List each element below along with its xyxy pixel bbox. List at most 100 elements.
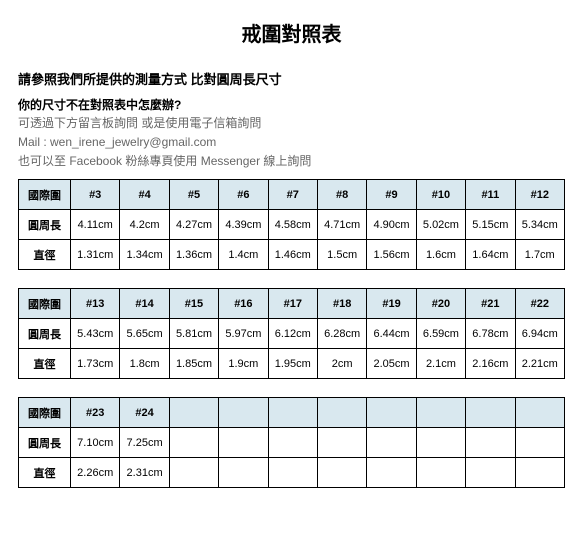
cell: 1.34cm [120, 240, 169, 270]
cell: #21 [466, 289, 515, 319]
cell: #19 [367, 289, 416, 319]
size-table-2: 國際圍#23#24圓周長7.10cm7.25cm直徑2.26cm2.31cm [18, 397, 565, 488]
row-header: 直徑 [19, 240, 71, 270]
table-row: 直徑2.26cm2.31cm [19, 458, 565, 488]
cell [367, 398, 416, 428]
table-row: 直徑1.31cm1.34cm1.36cm1.4cm1.46cm1.5cm1.56… [19, 240, 565, 270]
cell: #16 [219, 289, 268, 319]
cell: 1.56cm [367, 240, 416, 270]
cell [466, 458, 515, 488]
cell: #23 [71, 398, 120, 428]
cell: #18 [317, 289, 366, 319]
cell [317, 458, 366, 488]
cell: 6.12cm [268, 319, 317, 349]
table-row: 國際圍#3#4#5#6#7#8#9#10#11#12 [19, 180, 565, 210]
cell: 1.95cm [268, 349, 317, 379]
table-row: 國際圍#23#24 [19, 398, 565, 428]
cell: #20 [416, 289, 465, 319]
cell: 6.44cm [367, 319, 416, 349]
cell: 7.25cm [120, 428, 169, 458]
cell: 1.73cm [71, 349, 120, 379]
cell [416, 428, 465, 458]
cell: 4.2cm [120, 210, 169, 240]
cell: 1.6cm [416, 240, 465, 270]
row-header: 圓周長 [19, 428, 71, 458]
cell: #14 [120, 289, 169, 319]
cell: 2.1cm [416, 349, 465, 379]
cell: 4.90cm [367, 210, 416, 240]
cell: #17 [268, 289, 317, 319]
cell: #13 [71, 289, 120, 319]
cell: #10 [416, 180, 465, 210]
row-header: 國際圍 [19, 289, 71, 319]
table-row: 直徑1.73cm1.8cm1.85cm1.9cm1.95cm2cm2.05cm2… [19, 349, 565, 379]
cell: #5 [169, 180, 218, 210]
cell: 5.43cm [71, 319, 120, 349]
cell: 1.9cm [219, 349, 268, 379]
cell: 2.05cm [367, 349, 416, 379]
instruction-text: 請參照我們所提供的測量方式 比對圓周長尺寸 [18, 69, 565, 88]
cell: #8 [317, 180, 366, 210]
cell [515, 458, 564, 488]
cell: 6.94cm [515, 319, 564, 349]
cell [317, 428, 366, 458]
note-line-0: 可透過下方留言板詢問 或是使用電子信箱詢問 [18, 115, 565, 132]
cell: #4 [120, 180, 169, 210]
cell: 1.64cm [466, 240, 515, 270]
cell: 2.26cm [71, 458, 120, 488]
row-header: 直徑 [19, 349, 71, 379]
cell: 2.31cm [120, 458, 169, 488]
cell [219, 458, 268, 488]
cell [268, 428, 317, 458]
cell: 4.27cm [169, 210, 218, 240]
cell: 6.28cm [317, 319, 366, 349]
cell: #24 [120, 398, 169, 428]
cell: 6.78cm [466, 319, 515, 349]
cell: #7 [268, 180, 317, 210]
cell: 1.46cm [268, 240, 317, 270]
cell: 1.85cm [169, 349, 218, 379]
cell [219, 428, 268, 458]
table-row: 國際圍#13#14#15#16#17#18#19#20#21#22 [19, 289, 565, 319]
cell [416, 398, 465, 428]
table-row: 圓周長5.43cm5.65cm5.81cm5.97cm6.12cm6.28cm6… [19, 319, 565, 349]
question-text: 你的尺寸不在對照表中怎麼辦? [18, 96, 565, 113]
cell [268, 398, 317, 428]
cell [466, 428, 515, 458]
cell: 1.5cm [317, 240, 366, 270]
row-header: 直徑 [19, 458, 71, 488]
cell: #11 [466, 180, 515, 210]
table-row: 圓周長4.11cm4.2cm4.27cm4.39cm4.58cm4.71cm4.… [19, 210, 565, 240]
cell: #12 [515, 180, 564, 210]
cell [169, 428, 218, 458]
note-line-2: 也可以至 Facebook 粉絲專頁使用 Messenger 線上詢問 [18, 153, 565, 170]
row-header: 國際圍 [19, 180, 71, 210]
cell: 4.71cm [317, 210, 366, 240]
cell: 5.97cm [219, 319, 268, 349]
cell: 5.15cm [466, 210, 515, 240]
table-row: 圓周長7.10cm7.25cm [19, 428, 565, 458]
row-header: 國際圍 [19, 398, 71, 428]
cell: #3 [71, 180, 120, 210]
cell [515, 398, 564, 428]
cell: 2cm [317, 349, 366, 379]
cell: 4.39cm [219, 210, 268, 240]
cell: 1.4cm [219, 240, 268, 270]
cell: #22 [515, 289, 564, 319]
cell [515, 428, 564, 458]
cell: 2.21cm [515, 349, 564, 379]
cell: 5.02cm [416, 210, 465, 240]
cell [466, 398, 515, 428]
row-header: 圓周長 [19, 319, 71, 349]
cell: #15 [169, 289, 218, 319]
cell [169, 458, 218, 488]
cell: 1.7cm [515, 240, 564, 270]
cell: 2.16cm [466, 349, 515, 379]
cell [367, 428, 416, 458]
cell: #9 [367, 180, 416, 210]
cell: 1.8cm [120, 349, 169, 379]
cell: 6.59cm [416, 319, 465, 349]
size-table-0: 國際圍#3#4#5#6#7#8#9#10#11#12圓周長4.11cm4.2cm… [18, 179, 565, 270]
cell: 5.65cm [120, 319, 169, 349]
page-title: 戒圍對照表 [18, 18, 565, 47]
